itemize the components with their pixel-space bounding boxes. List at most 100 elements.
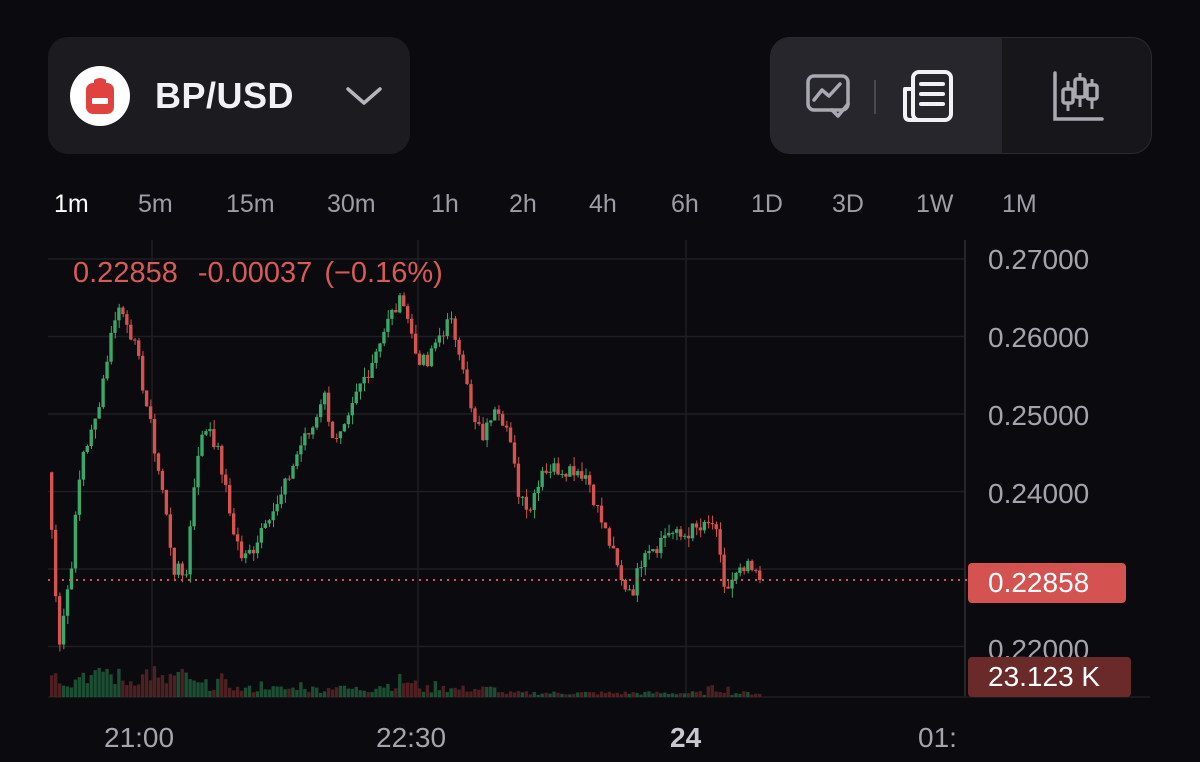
timeframe-2h[interactable]: 2h <box>509 190 537 218</box>
volume-bar <box>57 683 62 697</box>
volume-bar <box>362 690 366 697</box>
candle <box>192 487 196 527</box>
y-tick-label: 0.25000 <box>988 400 1090 431</box>
volume-bar <box>267 689 271 697</box>
candle <box>220 445 224 475</box>
volume-bar <box>318 692 323 697</box>
volume-bar <box>678 693 683 697</box>
line-chart-button[interactable] <box>799 71 859 121</box>
candle <box>342 424 347 432</box>
candlestick-chart-button[interactable] <box>1047 68 1109 126</box>
volume-bar <box>461 685 465 697</box>
candle <box>322 392 327 405</box>
candle <box>366 376 370 378</box>
volume-bar <box>524 691 529 697</box>
timeframe-30m[interactable]: 30m <box>327 190 376 218</box>
candle <box>433 342 438 349</box>
timeframe-1h[interactable]: 1h <box>431 190 459 218</box>
volume-bar <box>536 694 540 697</box>
candle <box>758 570 762 581</box>
candle <box>243 553 248 559</box>
candle <box>255 542 260 554</box>
timeframe-3d[interactable]: 3D <box>832 190 864 218</box>
candle <box>338 431 343 439</box>
timeframe-6h[interactable]: 6h <box>671 190 699 218</box>
candle <box>655 549 659 554</box>
candle <box>730 579 734 589</box>
volume-bar <box>631 692 635 697</box>
timeframe-5m[interactable]: 5m <box>138 190 173 218</box>
candle <box>445 319 449 337</box>
candle <box>671 532 675 534</box>
timeframe-4h[interactable]: 4h <box>589 190 617 218</box>
candle <box>409 318 414 334</box>
volume-tag: 23.123 K <box>968 657 1131 697</box>
volume-bar <box>85 683 89 697</box>
timeframe-15m[interactable]: 15m <box>226 190 275 218</box>
volume-bar <box>263 689 267 697</box>
timeframe-1m[interactable]: 1m <box>54 190 89 218</box>
volume-bar <box>89 674 93 697</box>
volume-bar <box>504 693 509 697</box>
volume-bar <box>750 694 754 697</box>
candle <box>481 423 485 441</box>
candle <box>678 529 683 537</box>
candle <box>698 527 703 531</box>
volume-bar <box>580 692 584 697</box>
candle <box>686 535 691 539</box>
volume-bar <box>722 692 726 697</box>
candle <box>402 295 406 307</box>
candle <box>556 463 560 475</box>
volume-bar <box>694 692 699 697</box>
volume-bar <box>587 692 592 697</box>
candle <box>224 474 228 485</box>
volume-bar <box>133 685 137 697</box>
pair-selector[interactable]: BP/USD <box>48 37 410 154</box>
candle <box>275 504 279 512</box>
candle <box>97 407 101 419</box>
chart-view-toolbar <box>770 37 1152 154</box>
volume-bar <box>584 691 588 697</box>
candle <box>279 494 283 505</box>
candle <box>263 523 267 528</box>
candle <box>65 589 70 616</box>
candle <box>536 486 540 493</box>
volume-bar <box>354 686 358 697</box>
candle <box>619 565 623 580</box>
timeframe-1w[interactable]: 1W <box>916 190 954 218</box>
volume-bar <box>50 675 54 697</box>
volume-bar <box>220 673 224 697</box>
timeframe-1d[interactable]: 1D <box>751 190 783 218</box>
volume-bar <box>433 681 438 697</box>
volume-bar <box>350 688 354 697</box>
timeframe-1mo[interactable]: 1M <box>1002 190 1037 218</box>
volume-bar <box>532 691 536 697</box>
candle <box>77 479 82 515</box>
candle <box>93 418 97 430</box>
candle <box>196 455 200 488</box>
volume-bar <box>121 680 125 697</box>
candle <box>718 529 722 555</box>
volume-bar <box>358 690 362 697</box>
volume-bar <box>326 688 331 697</box>
volume-bar <box>611 693 616 697</box>
candle <box>722 554 726 587</box>
candle <box>659 538 663 554</box>
candle <box>560 473 564 475</box>
candle <box>133 339 137 341</box>
candle <box>318 404 323 418</box>
candle <box>623 579 627 590</box>
volume-bar <box>200 682 204 697</box>
candle <box>635 568 639 596</box>
volume-bar <box>144 669 149 697</box>
volume-bar <box>425 685 430 697</box>
order-book-button[interactable] <box>897 68 959 126</box>
volume-bar <box>520 692 525 697</box>
volume-bar <box>413 680 418 697</box>
volume-bar <box>208 690 212 697</box>
volume-bar <box>746 691 750 697</box>
volume-bar <box>176 671 180 697</box>
volume-bar <box>714 691 718 697</box>
candle <box>734 572 738 580</box>
